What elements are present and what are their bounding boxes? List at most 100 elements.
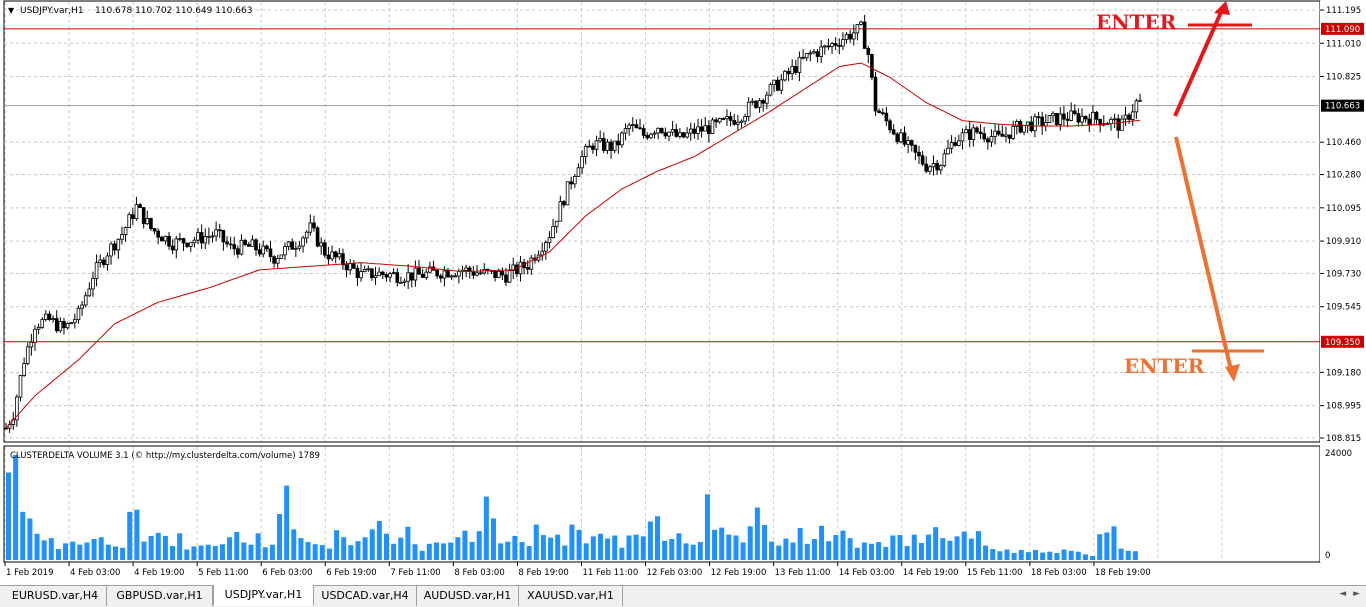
- candle-body: [670, 129, 675, 133]
- candle-body: [199, 232, 204, 244]
- candle-body: [504, 274, 508, 283]
- candle-body: [87, 288, 92, 297]
- volume-bar: [619, 547, 625, 560]
- candle-body: [812, 51, 816, 54]
- tab-scroll-arrows-icon[interactable]: ◄ ►: [1339, 589, 1362, 599]
- candle-body: [627, 124, 631, 129]
- candle-body: [399, 281, 403, 284]
- candle-body: [594, 140, 599, 150]
- candle-body: [938, 165, 943, 171]
- candle-body: [515, 264, 519, 275]
- volume-bar: [498, 543, 504, 560]
- candle-body: [257, 249, 262, 255]
- candle-body: [808, 52, 813, 55]
- volume-bar: [854, 547, 860, 560]
- volume-bar: [376, 521, 382, 560]
- candle-body: [304, 231, 309, 239]
- candle-body: [120, 234, 124, 240]
- candle-body: [826, 45, 831, 48]
- candle-body: [844, 33, 849, 40]
- candle-body: [884, 112, 889, 122]
- candle-body: [1054, 113, 1059, 125]
- candle-body: [352, 263, 356, 269]
- candle-body: [58, 321, 63, 332]
- candle-body: [1036, 116, 1041, 119]
- volume-bar: [1054, 553, 1060, 560]
- candle-body: [681, 132, 686, 138]
- candle-body: [768, 84, 773, 96]
- volume-bar: [441, 543, 447, 560]
- candle-body: [880, 112, 885, 115]
- candle-body: [1134, 100, 1139, 113]
- candle-body: [348, 263, 352, 271]
- candle-body: [786, 70, 791, 75]
- tab-xauusd[interactable]: XAUUSD.var,H1: [519, 586, 623, 606]
- candle-body: [268, 248, 273, 258]
- volume-bar: [1125, 550, 1131, 560]
- time-tick-label: 4 Feb 03:00: [70, 568, 120, 578]
- candle-body: [866, 48, 871, 55]
- lower-level-price-label: 109.350: [1325, 338, 1360, 348]
- tab-gbpusd[interactable]: GBPUSD.var,H1: [107, 586, 213, 606]
- volume-bar: [177, 533, 183, 560]
- volume-bar: [1111, 526, 1117, 560]
- volume-bar: [241, 542, 247, 560]
- candle-body: [674, 129, 679, 137]
- volume-bar: [505, 541, 511, 560]
- candle-body: [344, 264, 349, 271]
- candle-body: [51, 318, 55, 320]
- volume-bar: [804, 543, 810, 560]
- candle-body: [605, 141, 610, 151]
- volume-bar: [1033, 549, 1039, 560]
- candle-body: [1051, 113, 1055, 116]
- current-price-label-box: [1321, 99, 1364, 112]
- volume-bar: [248, 544, 254, 560]
- candle-body: [420, 273, 425, 278]
- candle-body: [15, 396, 19, 421]
- candle-body: [583, 146, 588, 157]
- volume-bar: [997, 551, 1003, 560]
- tab-usdjpy[interactable]: USDJPY.var,H1: [213, 585, 314, 606]
- candle-body: [279, 254, 284, 259]
- volume-bar: [733, 535, 739, 560]
- volume-bar: [983, 545, 989, 560]
- tab-usdcad[interactable]: USDCAD.var,H4: [314, 586, 417, 606]
- candle-body: [591, 145, 595, 150]
- volume-bar: [526, 546, 532, 560]
- price-tick-label: 111.195: [1326, 6, 1361, 16]
- volume-bar: [590, 536, 596, 560]
- candle-body: [1047, 115, 1052, 123]
- candle-body: [127, 214, 131, 228]
- tab-audusd[interactable]: AUDUSD.var,H1: [417, 586, 519, 606]
- header-arrow-icon[interactable]: ▼: [8, 6, 15, 15]
- candle-body: [507, 270, 512, 283]
- candle-body: [1130, 111, 1135, 120]
- upper-level-price-label-box: [1321, 22, 1364, 35]
- candle-body: [804, 53, 809, 59]
- candle-body: [112, 243, 117, 251]
- volume-bar: [219, 544, 225, 560]
- tab-eurusd[interactable]: EURUSD.var,H4: [4, 586, 107, 606]
- candle-body: [174, 238, 179, 251]
- volume-bar: [890, 535, 896, 560]
- volume-bar: [483, 496, 489, 560]
- time-tick-label: 1 Feb 2019: [6, 568, 54, 578]
- volume-bar: [369, 529, 375, 560]
- volume-bar: [555, 534, 561, 560]
- candle-body: [1127, 114, 1131, 120]
- volume-bar: [433, 542, 439, 560]
- candle-body: [141, 207, 146, 225]
- candle-body: [518, 261, 523, 275]
- candle-body: [949, 142, 954, 149]
- volume-bar: [277, 514, 283, 560]
- time-tick-label: 14 Feb 03:00: [839, 568, 895, 578]
- candle-body: [1109, 118, 1113, 124]
- candle-body: [98, 259, 102, 264]
- candle-body: [406, 272, 410, 282]
- price-tick-label: 108.815: [1326, 434, 1361, 444]
- volume-bar: [184, 549, 190, 560]
- candle-body: [573, 176, 577, 185]
- candle-body: [797, 56, 802, 73]
- candle-body: [920, 155, 925, 165]
